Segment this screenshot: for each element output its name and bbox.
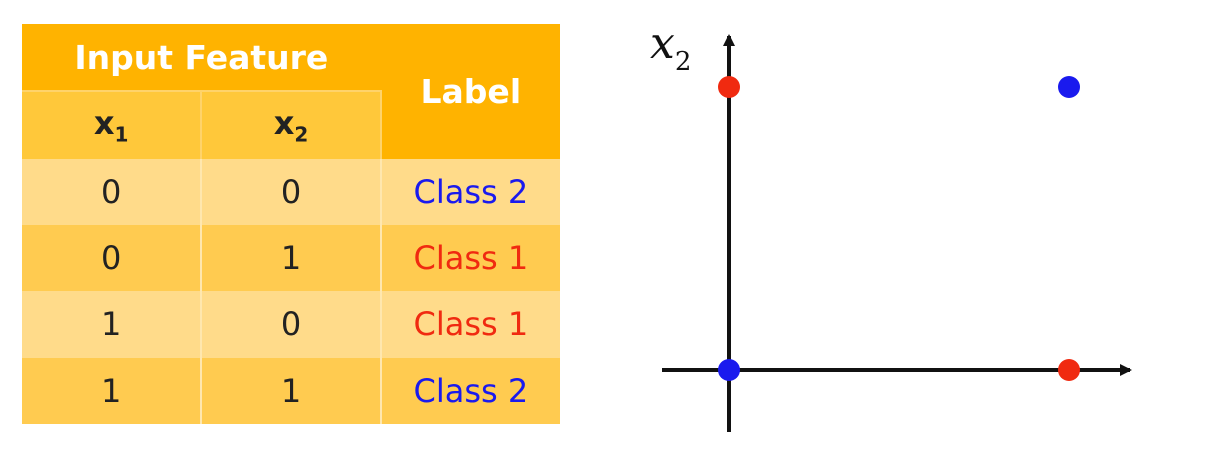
table-row: 1 1 Class 2 <box>22 357 560 424</box>
input-feature-header: Input Feature <box>22 24 381 93</box>
x1-cell: 0 <box>22 224 202 292</box>
x1-cell: 1 <box>22 291 202 358</box>
x2-cell: 0 <box>200 158 381 225</box>
xor-truth-table: Input Feature Label x1 x2 0 0 Class 2 0 … <box>22 24 560 424</box>
plot-canvas <box>662 34 1132 432</box>
label-cell: Class 2 <box>379 158 560 225</box>
label-header: Label <box>380 24 560 159</box>
x2-cell: 1 <box>200 357 381 424</box>
x1-cell: 1 <box>22 357 202 424</box>
x2-cell: 1 <box>200 224 381 292</box>
points-layer <box>718 76 1080 381</box>
table-row: 0 1 Class 1 <box>22 224 560 292</box>
table-row: 1 0 Class 1 <box>22 291 560 358</box>
data-point-class2 <box>718 359 740 381</box>
label-cell: Class 1 <box>379 291 560 358</box>
x1-cell: 0 <box>22 158 202 225</box>
label-cell: Class 2 <box>379 357 560 424</box>
x1-column-header: x1 <box>22 91 203 159</box>
data-point-class1 <box>718 76 740 98</box>
y-axis-label: x2 <box>650 18 692 77</box>
x2-column-header: x2 <box>201 91 382 159</box>
xor-scatter-plot: x2 <box>600 0 1160 455</box>
label-cell: Class 1 <box>379 224 560 292</box>
table-row: 0 0 Class 2 <box>22 158 560 225</box>
data-point-class1 <box>1058 359 1080 381</box>
data-point-class2 <box>1058 76 1080 98</box>
x2-cell: 0 <box>200 291 381 358</box>
